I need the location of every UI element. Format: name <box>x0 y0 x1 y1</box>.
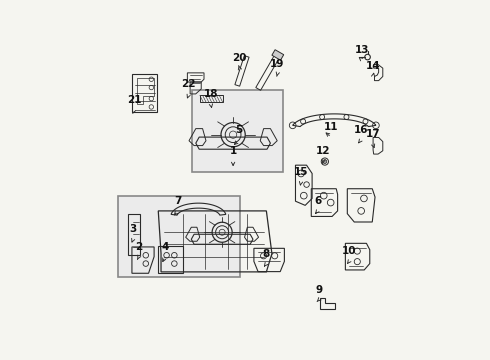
Text: 14: 14 <box>366 62 380 72</box>
Text: 13: 13 <box>355 45 369 55</box>
Text: 20: 20 <box>232 53 247 63</box>
Text: 10: 10 <box>343 246 357 256</box>
Text: 18: 18 <box>204 89 218 99</box>
Text: 9: 9 <box>316 285 322 294</box>
Text: 6: 6 <box>314 196 321 206</box>
Text: 21: 21 <box>127 95 142 105</box>
Text: 11: 11 <box>324 122 339 132</box>
Text: 15: 15 <box>294 167 308 177</box>
Text: 19: 19 <box>270 59 285 69</box>
Text: 8: 8 <box>263 249 270 258</box>
Text: 3: 3 <box>130 224 137 234</box>
Bar <box>118 196 240 278</box>
Bar <box>192 90 283 172</box>
Text: 2: 2 <box>135 242 143 252</box>
Circle shape <box>323 159 327 163</box>
Text: 16: 16 <box>353 125 368 135</box>
Text: 22: 22 <box>181 80 196 90</box>
Text: 7: 7 <box>174 196 181 206</box>
Text: 5: 5 <box>235 125 242 135</box>
Text: 12: 12 <box>316 146 330 156</box>
Text: 1: 1 <box>229 146 237 156</box>
Text: 4: 4 <box>162 242 169 252</box>
Polygon shape <box>272 50 284 60</box>
Text: 17: 17 <box>366 129 380 139</box>
